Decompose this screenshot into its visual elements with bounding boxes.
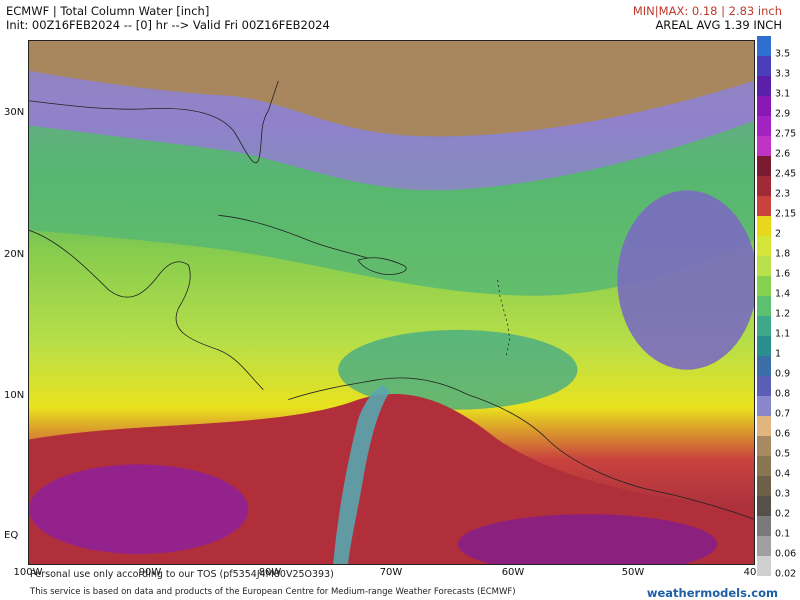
coastline-cuba — [218, 214, 369, 259]
colorbar-swatch — [757, 156, 771, 177]
colorbar-swatch — [757, 176, 771, 197]
lat-label-eq: EQ — [4, 530, 19, 541]
lon-label-40w: 40 — [743, 567, 757, 578]
lat-label-30n: 30N — [4, 107, 25, 118]
colorbar-label: 2.3 — [775, 188, 791, 200]
dry-air-north — [29, 41, 754, 137]
teal-band — [29, 120, 754, 296]
colorbar-label: 2 — [775, 228, 782, 240]
lon-label-80w: 80W — [258, 567, 282, 578]
colorbar-label: 1 — [775, 348, 782, 360]
colorbar-swatch — [757, 136, 771, 157]
colorbar-swatch — [757, 516, 771, 537]
magenta-blob-pacific — [29, 464, 249, 555]
colorbar-swatch — [757, 56, 771, 77]
colorbar-swatch — [757, 476, 771, 497]
colorbar-label: 1.8 — [775, 248, 791, 260]
colorbar-swatch — [757, 36, 771, 57]
lon-label-60w: 60W — [501, 567, 525, 578]
colorbar-label: 0.2 — [775, 508, 791, 520]
colorbar-swatch — [757, 376, 771, 397]
colorbar-label: 3.5 — [775, 48, 791, 60]
magenta-blob-amazon — [457, 514, 718, 564]
colorbar — [757, 36, 771, 576]
colorbar-label: 0.1 — [775, 528, 791, 540]
teal-blob-caribbean — [338, 329, 578, 410]
colorbar-label: 2.9 — [775, 108, 791, 120]
brand-link[interactable]: weathermodels.com — [646, 586, 778, 600]
colorbar-swatch — [757, 356, 771, 377]
areal-average: AREAL AVG 1.39 INCH — [655, 18, 782, 32]
init-valid-time: Init: 00Z16FEB2024 -- [0] hr --> Valid F… — [6, 18, 330, 32]
colorbar-swatch — [757, 316, 771, 337]
min-max-readout: MIN|MAX: 0.18 | 2.83 inch — [632, 4, 782, 18]
coastline-mexico — [29, 229, 264, 390]
colorbar-swatch — [757, 296, 771, 317]
colorbar-label: 1.1 — [775, 328, 791, 340]
colorbar-swatch — [757, 276, 771, 297]
colorbar-label: 0.4 — [775, 468, 791, 480]
andes-dry-streak — [333, 384, 391, 564]
colorbar-label: 2.45 — [775, 168, 797, 180]
colorbar-swatch — [757, 216, 771, 237]
colorbar-label: 2.6 — [775, 148, 791, 160]
colorbar-label: 2.75 — [775, 128, 797, 140]
colorbar-swatch — [757, 236, 771, 257]
colorbar-label: 0.02 — [775, 568, 797, 580]
personal-use-note: Personal use only according to our TOS (… — [30, 569, 334, 580]
colorbar-label: 0.6 — [775, 428, 791, 440]
colorbar-label: 0.5 — [775, 448, 791, 460]
purple-blob-east — [617, 190, 754, 370]
colorbar-label: 1.4 — [775, 288, 791, 300]
lat-label-10n: 10N — [4, 390, 25, 401]
map-title: ECMWF | Total Column Water [inch] — [6, 4, 210, 18]
colorbar-swatch — [757, 396, 771, 417]
colorbar-swatch — [757, 256, 771, 277]
colorbar-label: 0.8 — [775, 388, 791, 400]
lon-label-50w: 50W — [621, 567, 645, 578]
colorbar-swatch — [757, 556, 771, 576]
colorbar-label: 0.7 — [775, 408, 791, 420]
colorbar-label: 0.3 — [775, 488, 791, 500]
colorbar-label: 0.9 — [775, 368, 791, 380]
lon-label-100w: 100W — [13, 567, 43, 578]
colorbar-swatch — [757, 496, 771, 517]
colorbar-label: 0.06 — [775, 548, 797, 560]
colorbar-swatch — [757, 196, 771, 217]
colorbar-label: 1.2 — [775, 308, 791, 320]
coastline-south-america — [288, 377, 754, 520]
moisture-band-purple — [29, 70, 754, 191]
colorbar-swatch — [757, 456, 771, 477]
colorbar-label: 3.1 — [775, 88, 791, 100]
ecmwf-credit: This service is based on data and produc… — [30, 587, 516, 597]
colorbar-label: 3.3 — [775, 68, 791, 80]
lat-label-20n: 20N — [4, 249, 25, 260]
colorbar-swatch — [757, 96, 771, 117]
lon-label-70w: 70W — [379, 567, 403, 578]
coastline-us — [29, 80, 279, 164]
colorbar-swatch — [757, 416, 771, 437]
colorbar-label: 2.15 — [775, 208, 797, 220]
lon-label-90w: 90W — [138, 567, 162, 578]
colorbar-swatch — [757, 116, 771, 137]
colorbar-label: 1.6 — [775, 268, 791, 280]
colorbar-swatch — [757, 436, 771, 457]
coastline-hispaniola — [357, 257, 407, 275]
colorbar-swatch — [757, 336, 771, 357]
colorbar-swatch — [757, 76, 771, 97]
colorbar-swatch — [757, 536, 771, 557]
total-column-water-map — [28, 40, 755, 565]
